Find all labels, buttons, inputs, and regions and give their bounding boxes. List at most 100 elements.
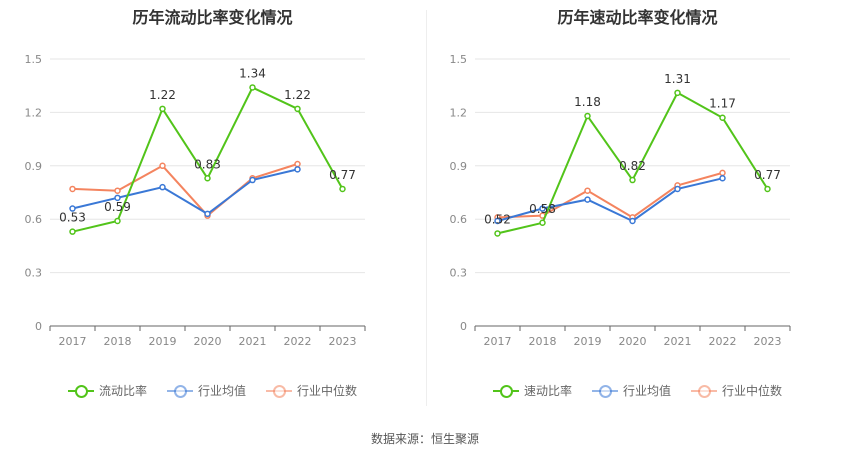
legend-item[interactable]: 行业均值 xyxy=(591,382,671,399)
data-label: 0.77 xyxy=(754,168,781,182)
chart-legend: 速动比率 行业均值 行业中位数 xyxy=(425,382,850,399)
data-point xyxy=(159,105,166,113)
data-source-note: 数据来源：恒生聚源 xyxy=(370,432,479,446)
x-tick-label: 2018 xyxy=(529,335,557,348)
data-label: 1.31 xyxy=(664,72,691,86)
data-point xyxy=(539,219,546,227)
legend-label: 行业均值 xyxy=(622,384,671,398)
series-line-2 xyxy=(497,171,723,219)
chart-title: 历年速动比率变化情况 xyxy=(557,8,718,27)
data-point xyxy=(159,162,166,170)
legend-label: 行业中位数 xyxy=(297,384,358,398)
legend-label: 流动比率 xyxy=(98,384,147,398)
legend-marker-icon xyxy=(166,384,193,398)
legend-marker-icon xyxy=(591,384,618,398)
data-point xyxy=(249,176,256,184)
legend-item[interactable]: 速动比率 xyxy=(492,382,572,399)
data-point xyxy=(294,166,301,173)
data-point xyxy=(294,105,301,113)
y-tick-label: 1.2 xyxy=(450,106,468,119)
x-tick-label: 2018 xyxy=(104,335,132,348)
series-line-1 xyxy=(497,177,723,223)
x-tick-label: 2022 xyxy=(709,335,737,348)
y-tick-label: 0.3 xyxy=(450,267,468,280)
data-point xyxy=(719,114,726,121)
data-point xyxy=(294,160,301,168)
x-tick-label: 2020 xyxy=(194,335,222,348)
data-point xyxy=(584,187,591,194)
data-point xyxy=(494,230,501,237)
x-tick-label: 2020 xyxy=(619,335,647,348)
chart-legend: 流动比率 行业均值 行业中位数 xyxy=(0,382,425,399)
chart-panel-current-ratio: 历年流动比率变化情况 0 0.3 0.6 0.9 1.2 1.5 2017 2018 2019 2… xyxy=(0,0,425,420)
data-point xyxy=(204,210,211,218)
x-tick-label: 2017 xyxy=(484,335,512,348)
data-point xyxy=(674,89,681,97)
data-point xyxy=(159,183,166,191)
legend-label: 行业中位数 xyxy=(722,384,783,398)
data-point xyxy=(764,185,771,193)
x-tick-label: 2022 xyxy=(284,335,312,348)
y-tick-label: 0.6 xyxy=(25,213,43,226)
data-label: 1.34 xyxy=(239,66,266,80)
legend-marker-icon xyxy=(266,384,292,398)
data-point xyxy=(69,228,76,235)
data-point xyxy=(69,205,76,212)
y-tick-label: 0 xyxy=(460,320,467,333)
data-label: 0.83 xyxy=(194,157,221,171)
data-label: 0.59 xyxy=(104,200,131,214)
legend-label: 速动比率 xyxy=(523,384,572,398)
x-tick-label: 2019 xyxy=(149,335,177,348)
x-tick-label: 2023 xyxy=(754,335,782,348)
y-tick-label: 0.9 xyxy=(450,160,468,173)
data-point xyxy=(69,185,76,193)
y-tick-label: 0.6 xyxy=(450,213,468,226)
chart-title: 历年流动比率变化情况 xyxy=(132,8,293,27)
data-point xyxy=(114,217,121,225)
data-label: 1.22 xyxy=(284,88,311,102)
data-point xyxy=(114,187,121,194)
data-point xyxy=(494,217,501,225)
y-tick-label: 0.9 xyxy=(25,160,43,173)
y-tick-label: 0 xyxy=(35,320,42,333)
legend-item[interactable]: 行业中位数 xyxy=(691,382,782,399)
legend-marker-icon xyxy=(67,384,94,398)
data-label: 0.82 xyxy=(619,159,646,173)
data-label: 0.77 xyxy=(329,168,356,182)
chart-panel-quick-ratio: 历年速动比率变化情况 0 0.3 0.6 0.9 1.2 1.5 2017 2018 2019 2… xyxy=(425,0,850,420)
legend-marker-icon xyxy=(492,384,519,398)
data-point xyxy=(674,185,681,193)
y-tick-label: 0.3 xyxy=(25,267,43,280)
y-tick-label: 1.2 xyxy=(25,106,43,119)
x-tick-label: 2021 xyxy=(664,335,692,348)
legend-item[interactable]: 行业均值 xyxy=(166,382,246,399)
legend-label: 行业均值 xyxy=(197,384,246,398)
data-point xyxy=(539,205,546,212)
data-label: 1.17 xyxy=(709,97,736,111)
y-tick-label: 1.5 xyxy=(450,53,468,66)
data-point xyxy=(584,112,591,120)
line-chart-quick-ratio: 0 0.3 0.6 0.9 1.2 1.5 2017 2018 2019 2020 2021 2022… xyxy=(450,53,791,348)
data-point xyxy=(204,175,211,182)
legend-item[interactable]: 行业中位数 xyxy=(266,382,357,399)
data-point xyxy=(249,84,256,91)
data-point xyxy=(114,194,121,202)
data-point xyxy=(719,175,726,182)
data-point xyxy=(629,217,636,225)
x-tick-label: 2021 xyxy=(239,335,267,348)
data-label: 0.52 xyxy=(484,212,511,226)
data-point xyxy=(629,176,636,184)
series-line-2 xyxy=(72,163,298,217)
data-label: 1.22 xyxy=(149,88,176,102)
legend-marker-icon xyxy=(691,384,717,398)
data-label: 1.18 xyxy=(574,95,601,109)
data-point xyxy=(719,169,726,177)
panel-divider xyxy=(426,10,427,406)
y-tick-label: 1.5 xyxy=(25,53,43,66)
x-tick-label: 2019 xyxy=(574,335,602,348)
legend-item[interactable]: 流动比率 xyxy=(67,382,147,399)
line-chart-current-ratio: 0 0.3 0.6 0.9 1.2 1.5 2017 2018 2019 2020 2021 2022… xyxy=(25,53,366,348)
data-label: 0.53 xyxy=(59,211,86,225)
data-label: 0.58 xyxy=(529,202,556,216)
series-line-1 xyxy=(72,168,298,216)
